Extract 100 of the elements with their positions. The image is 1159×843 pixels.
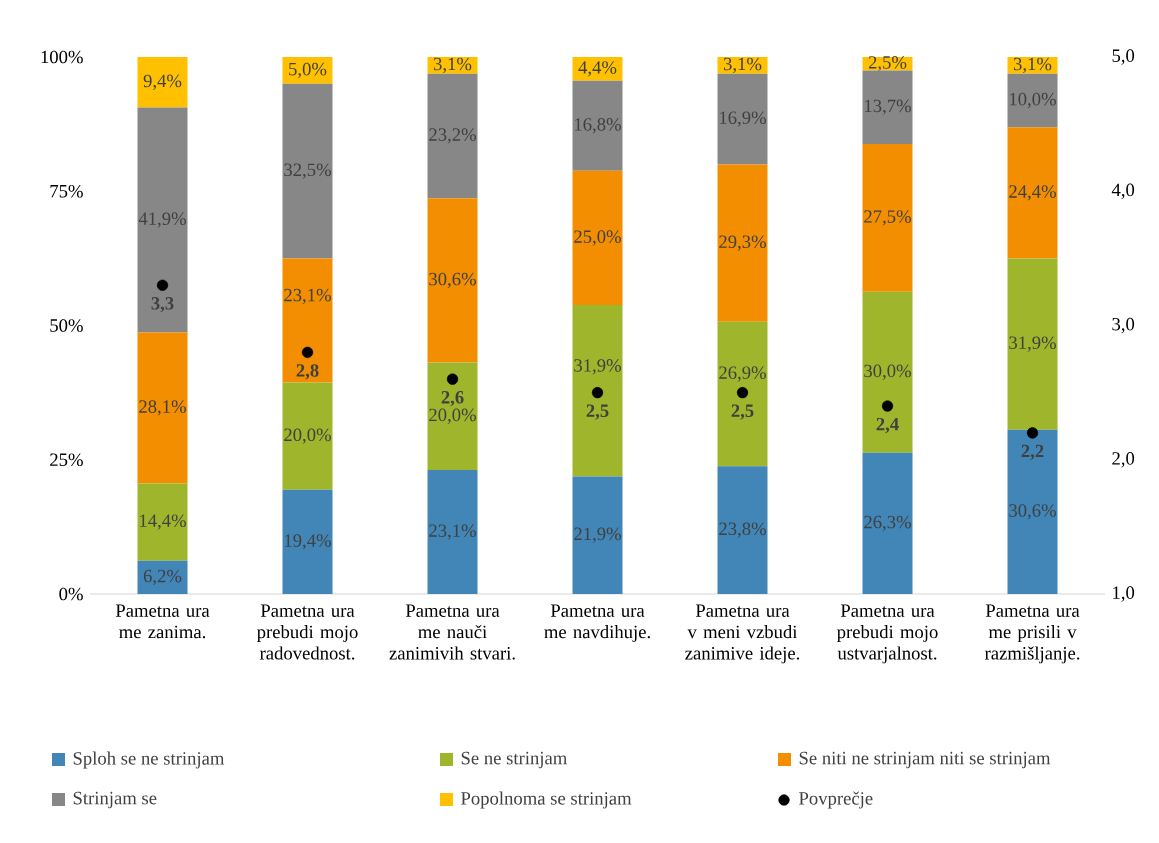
bar [862,70,913,144]
y-tick-label: 50% [50,319,83,332]
bar [137,107,188,333]
x-tick-label: Pametna ura me prisili v razmišljanje. [984,604,1080,664]
data-label: 30,6% [1009,504,1056,520]
bar [282,83,333,259]
x-tick-label: Pametna ura me navdihuje. [544,604,650,643]
data-label: 23,8% [719,522,766,538]
data-label: 20,0% [429,408,476,424]
legend-label: Se niti ne strinjam niti se strinjam [799,751,1051,769]
bar [1007,429,1058,595]
data-label: 2,8 [296,364,319,380]
y-tick-label: 100% [41,50,83,64]
x-tick-label: Pametna ura prebudi mojo ustvarjalnost. [836,604,938,664]
bar [572,57,623,81]
data-label: 31,9% [574,359,621,375]
legend-label: Se ne strinjam [461,751,568,769]
bar [572,170,623,306]
data-label: 19,4% [285,534,331,550]
data-label: 25,0% [574,230,621,246]
data-label: 41,9% [138,212,186,228]
point [1026,427,1039,439]
bar [717,466,768,595]
data-label: 3,1% [433,57,472,73]
data-label: 16,8% [575,118,621,134]
x-tick-label: Pametna ura prebudi mojo radovednost. [256,604,358,660]
legend-label: Povprečje [799,791,873,809]
data-label: 10,0% [1010,92,1056,109]
data-label: 5,0% [289,62,327,79]
data-label: 14,4% [140,514,186,530]
data-label: 2,5% [868,56,907,72]
bar [572,80,623,171]
point [736,387,749,399]
bar [137,483,188,561]
bar [282,258,333,383]
data-label: 24,4% [1009,185,1056,201]
bar [862,291,913,453]
y2-tick-label: 4,0 [1111,183,1135,199]
bar [1007,258,1058,430]
x-tick-label: Pametna ura me nauči zanimivih stvari. [389,604,515,660]
y2-tick-label: 1,0 [1113,586,1135,602]
y2-tick-label: 2,0 [1112,452,1135,468]
data-label: 9,4% [143,74,182,90]
data-label: 30,6% [429,272,476,289]
y-tick-label: 25% [50,453,83,467]
data-label: 23,2% [429,128,476,144]
data-label: 29,3% [719,235,766,251]
data-label: 6,2% [143,569,182,585]
point [881,400,894,412]
data-label: 30,0% [864,364,911,380]
bar [572,305,623,477]
y2-tick-label: 5,0 [1112,49,1135,65]
legend-label: Strinjam se [73,791,157,809]
y-tick-label: 0% [59,587,83,601]
y2-tick-label: 3,0 [1112,317,1135,334]
data-label: 27,5% [864,210,911,226]
bar [282,489,333,595]
data-label: 4,4% [578,61,617,77]
data-label: 2,5 [731,404,754,420]
data-label: 23,1% [284,288,331,305]
data-label: 3,1% [723,57,762,73]
data-label: 3,3 [151,297,174,313]
data-label: 16,9% [720,111,766,127]
data-label: 32,5% [284,163,331,179]
data-label: 3,1% [1013,57,1052,73]
bar [427,362,478,470]
data-label: 26,9% [719,366,766,382]
point [301,346,314,358]
legend-label: Sploh se ne strinjam [73,751,225,769]
bar [717,73,768,165]
bar [427,73,478,199]
bar [1007,73,1058,128]
x-tick-label: Pametna ura v meni vzbudi zanimive ideje. [685,604,800,664]
bar [137,560,188,595]
bar [1007,127,1058,259]
data-label: 2,5 [586,404,609,420]
legend-label: Popolnoma se strinjam [461,791,632,809]
data-label: 23,1% [429,524,476,540]
point [591,387,604,399]
data-label: 28,1% [139,400,186,416]
data-label: 20,0% [284,428,331,444]
data-label: 21,9% [574,527,621,543]
bar [717,321,768,467]
bar [282,382,333,490]
data-label: 31,9% [1009,336,1056,352]
point [156,279,169,291]
bar [137,57,188,108]
bar [717,164,768,322]
point [446,373,459,385]
bar [572,476,623,595]
data-label: 13,7% [865,99,911,115]
x-tick-label: Pametna ura me zanima. [115,604,210,639]
bar [427,198,478,363]
bar [862,144,913,292]
data-label: 2,6 [441,391,464,407]
y-tick-label: 75% [50,184,83,198]
bar [282,57,333,84]
bar [137,332,188,484]
bar [862,452,913,595]
bar [427,469,478,595]
